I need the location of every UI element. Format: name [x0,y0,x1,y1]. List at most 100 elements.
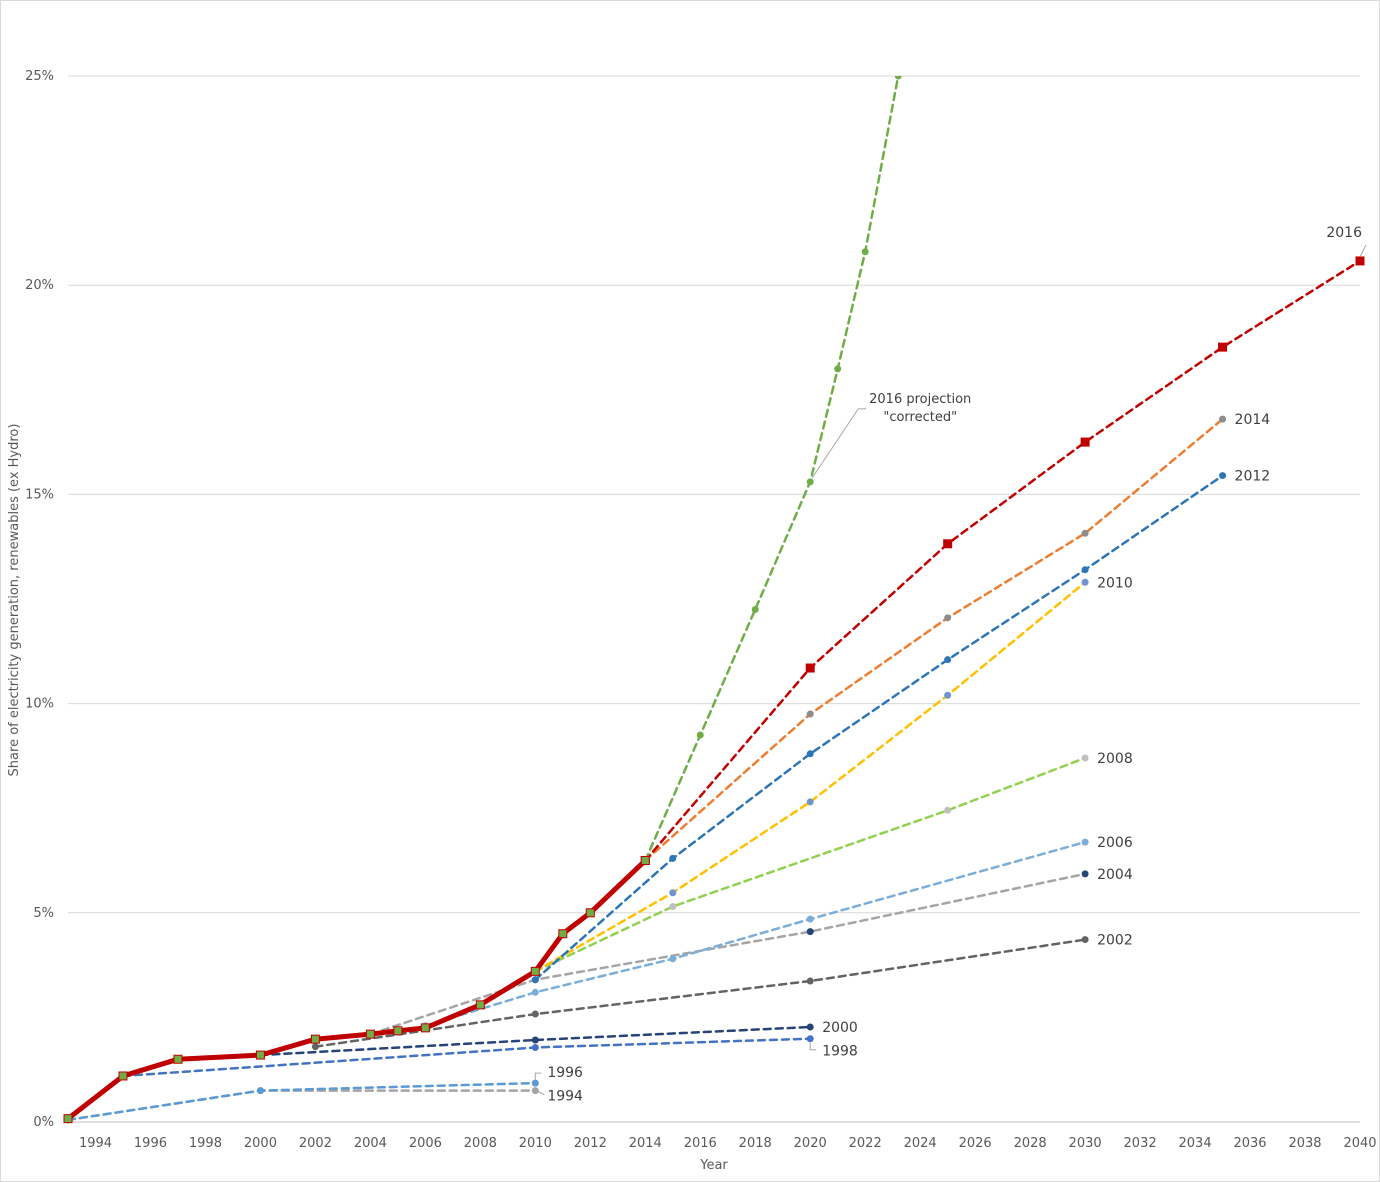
y-tick-label: 0% [33,1115,54,1130]
series-end-label: 2014 [1235,412,1271,428]
data-point [944,614,952,622]
series-end-label: 1994 [547,1089,583,1105]
data-point [311,1043,319,1051]
data-point [531,988,539,996]
y-tick-label: 10% [25,697,54,712]
y-axis-title: Share of electricity generation, renewab… [7,424,22,777]
data-point [420,1023,430,1033]
x-tick-label: 1998 [189,1136,222,1151]
y-tick-label: 20% [25,278,54,293]
series-group [63,76,1365,1124]
data-point [1081,870,1089,878]
data-point [531,976,539,984]
x-tick-label: 2024 [904,1136,937,1151]
data-point [531,1079,539,1087]
series-end-label: 2004 [1097,867,1133,883]
series-end-label: 2000 [822,1020,858,1036]
series-labels: 2016 2014 2012 2010 2008 2006 2004 2002 2000 1998… [534,225,1367,1105]
x-tick-label: 2022 [849,1136,882,1151]
data-point [531,1044,539,1052]
series-end-label: 1996 [547,1065,583,1081]
x-tick-label: 2000 [244,1136,277,1151]
data-point [365,1029,375,1039]
data-point [1080,437,1090,447]
y-tick-label: 5% [33,906,54,921]
x-tick-label: 2016 [684,1136,717,1151]
x-tick-label: 2040 [1343,1136,1376,1151]
annotation-text: "corrected" [883,410,957,425]
data-point [256,1087,264,1095]
data-point [1081,754,1089,762]
x-tick-label: 2012 [574,1136,607,1151]
data-point [806,977,814,985]
series-end-label: 2010 [1097,575,1133,591]
x-tick-label: 2026 [959,1136,992,1151]
data-point [944,691,952,699]
data-point [1355,256,1365,266]
data-point [1081,838,1089,846]
data-point [531,1010,539,1018]
x-tick-label: 2030 [1069,1136,1102,1151]
data-point [806,1023,814,1031]
series-end-label: 2006 [1097,835,1133,851]
gridlines [68,75,1360,914]
data-point [806,478,814,486]
series-actual [63,856,650,1124]
x-tick-label: 2018 [739,1136,772,1151]
x-tick-label: 2028 [1014,1136,1047,1151]
x-tick-label: 1996 [134,1136,167,1151]
x-tick-label: 2010 [519,1136,552,1151]
series-line [534,474,1224,981]
x-tick-label: 2036 [1233,1136,1266,1151]
series-line [534,756,1087,973]
x-tick-label: 2006 [409,1136,442,1151]
data-point [1218,342,1228,352]
data-point [393,1026,403,1036]
x-tick-label: 2014 [629,1136,662,1151]
data-point [1219,472,1227,480]
x-axis-title: Year [699,1158,728,1173]
data-point [63,1114,73,1124]
data-point [255,1050,265,1060]
data-point [806,1035,814,1043]
data-point [585,908,595,918]
label-leader [1359,244,1367,258]
label-leader [538,1091,545,1096]
data-point [806,750,814,758]
data-point [1219,415,1227,423]
axes: 0% 5% 10% 15% 20% 25% 1994 1996 1998 2000 2002 2004… [25,69,1376,1151]
data-point [531,1036,539,1044]
data-point [669,903,677,911]
series-end-label: 2008 [1097,751,1133,767]
data-point [669,889,677,897]
data-point [310,1034,320,1044]
data-point [669,854,677,862]
y-tick-label: 15% [25,487,54,502]
data-point [475,1000,485,1010]
label-leader [809,1042,817,1051]
x-tick-label: 2032 [1124,1136,1157,1151]
data-point [1081,566,1089,574]
data-point [530,966,540,976]
x-tick-label: 2020 [794,1136,827,1151]
data-point [669,955,677,963]
series-2012 [531,472,1227,984]
series-end-label: 2002 [1097,933,1133,949]
annotation-leader [811,408,859,479]
data-point [1081,936,1089,944]
data-point [531,1087,539,1095]
data-point [943,539,953,549]
data-point [806,798,814,806]
x-tick-label: 2002 [299,1136,332,1151]
data-point [861,248,869,256]
data-point [696,731,704,739]
data-point [894,76,902,80]
series-line [644,259,1362,862]
data-point [944,656,952,664]
x-tick-label: 2038 [1288,1136,1321,1151]
label-leader [534,1072,542,1081]
data-point [806,928,814,936]
x-tick-label: 1994 [79,1136,112,1151]
